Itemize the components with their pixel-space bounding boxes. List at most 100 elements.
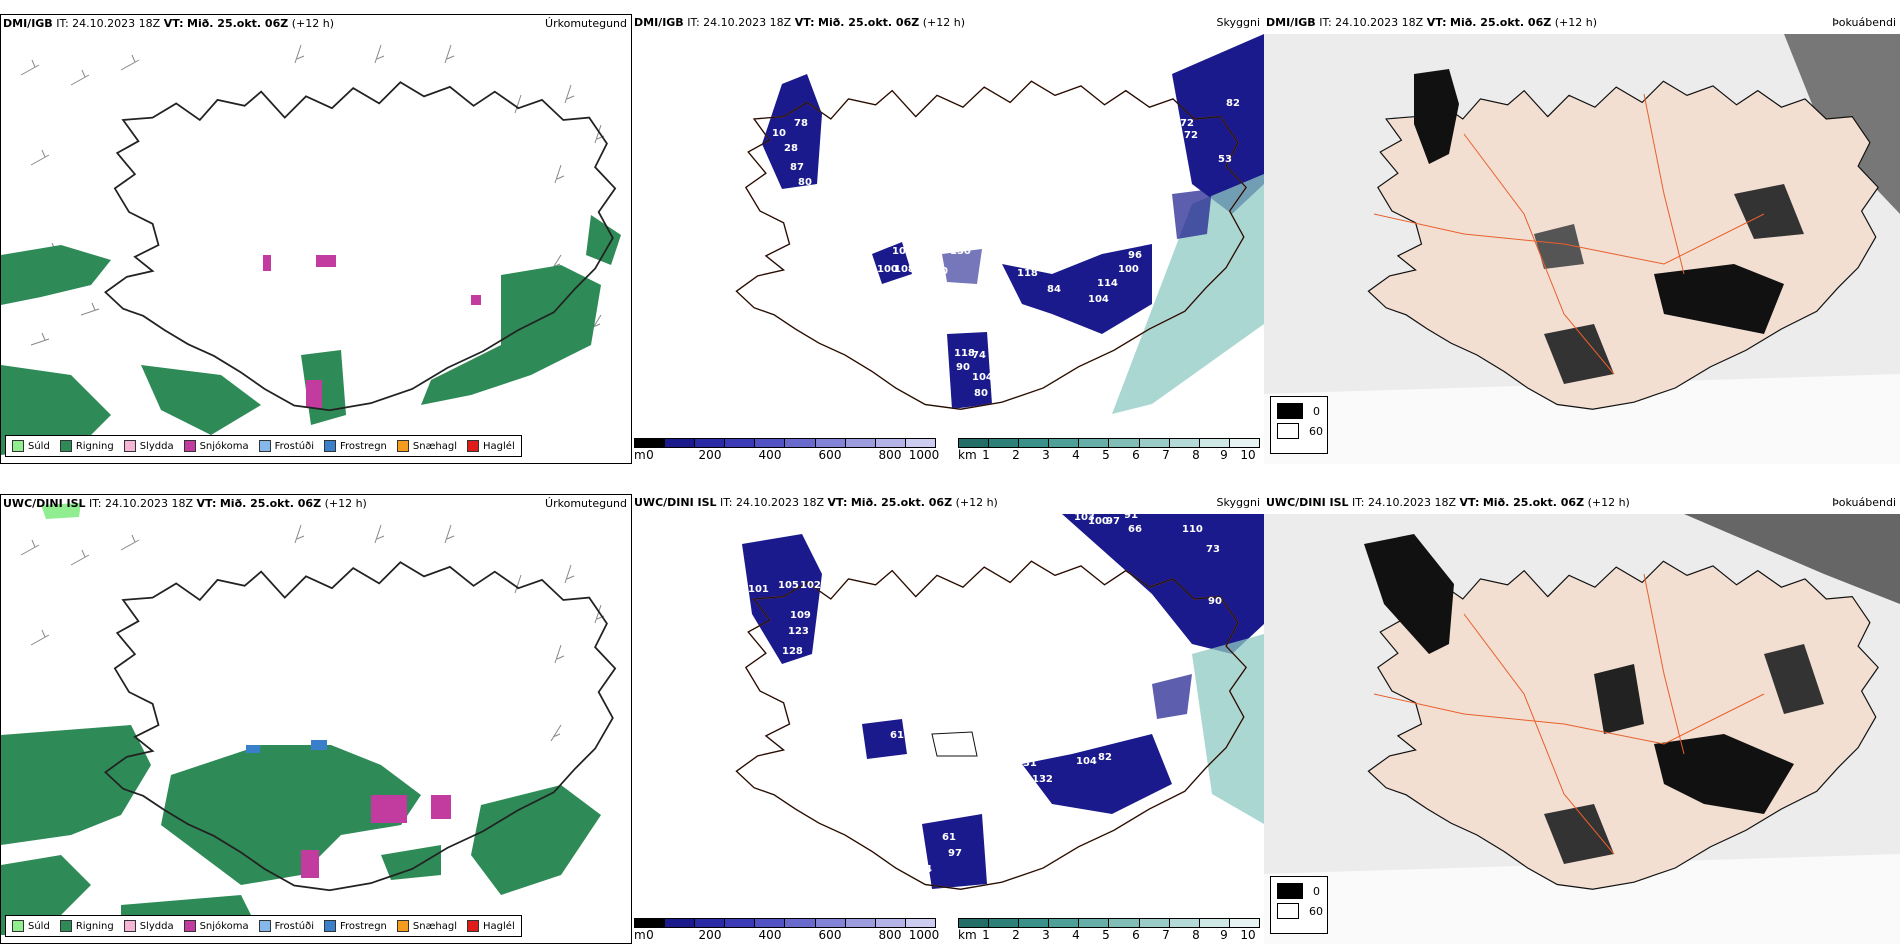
scale-step <box>905 439 935 447</box>
scale-step <box>725 439 756 447</box>
scale-step <box>845 439 876 447</box>
cloud-number: 100 <box>892 246 913 257</box>
scale-step <box>959 919 990 927</box>
rain-areas <box>1 503 601 935</box>
fog-value: 0 <box>1313 404 1320 418</box>
lead-time: (+12 h) <box>955 496 998 509</box>
cloud-number: 87 <box>790 162 804 173</box>
precip-panel-dmi: DMI/IGB IT: 24.10.2023 18Z VT: Mið. 25.o… <box>0 14 632 464</box>
scale-step <box>1079 919 1110 927</box>
cloud-number: 61 <box>942 832 956 843</box>
cloud-base-labels: m 0 200 400 600 800 1000 <box>634 448 939 462</box>
scale-tick: 1 <box>982 448 990 462</box>
legend-swatch <box>59 440 72 452</box>
valid-label: VT: <box>163 17 184 30</box>
visibility-areas <box>1062 514 1264 824</box>
scale-step <box>725 919 756 927</box>
clouds-map: 78 10 28 87 80 110 100 100 108 150 70 11… <box>735 34 1264 414</box>
init-label: IT: <box>687 16 700 29</box>
valid-label: VT: <box>827 496 848 509</box>
cloud-number: 61 <box>890 730 904 741</box>
panel-header: DMI/IGB IT: 24.10.2023 18Z VT: Mið. 25.o… <box>634 16 965 29</box>
cloud-number: 123 <box>788 626 809 637</box>
scale-tick: 5 <box>1102 448 1110 462</box>
legend-label: Haglél <box>483 440 515 452</box>
scale-tick: 400 <box>758 448 782 462</box>
visibility-labels: km 1 2 3 4 5 6 7 8 9 10 <box>958 448 1260 462</box>
scale-unit: km <box>958 928 977 942</box>
scale-step <box>875 439 906 447</box>
rain-areas <box>1 215 621 455</box>
scale-step <box>845 919 876 927</box>
scale-unit: m <box>634 448 646 462</box>
cloud-number: 101 <box>748 584 769 595</box>
cloud-number: 74 <box>918 864 932 875</box>
legend-label: Haglél <box>483 920 515 932</box>
cloud-number: 100 <box>1088 516 1109 527</box>
scale-tick: 8 <box>1192 448 1200 462</box>
panel-header: DMI/IGB IT: 24.10.2023 18Z VT: Mið. 25.o… <box>3 17 334 30</box>
model-name: DMI/IGB <box>1266 16 1316 29</box>
scale-tick: 3 <box>1042 448 1050 462</box>
legend-swatch <box>123 440 136 452</box>
cloud-number: 105 <box>778 580 799 591</box>
scale-tick: 8 <box>1192 928 1200 942</box>
fog-swatch <box>1277 403 1303 419</box>
legend-swatch <box>324 440 336 452</box>
fog-swatch <box>1277 883 1303 899</box>
cloud-number: 10 <box>772 128 786 139</box>
scale-tick: 1000 <box>908 928 940 942</box>
legend-label: Slydda <box>139 440 174 452</box>
legend-label: Slydda <box>139 920 174 932</box>
cloud-number: 114 <box>1097 278 1118 289</box>
scale-step <box>665 919 696 927</box>
scale-step <box>989 439 1020 447</box>
visibility-labels: km 1 2 3 4 5 6 7 8 9 10 <box>958 928 1260 942</box>
legend-label: Frostúði <box>274 920 314 932</box>
cloud-number: 150 <box>950 246 971 257</box>
scale-step <box>1049 439 1080 447</box>
cloud-number: 128 <box>782 646 803 657</box>
scale-tick: 1 <box>982 928 990 942</box>
cloud-number: 97 <box>1106 516 1120 527</box>
panel-header: UWC/DINI ISL IT: 24.10.2023 18Z VT: Mið.… <box>1266 496 1630 509</box>
cloud-numbers: 78 10 28 87 80 110 100 100 108 150 70 11… <box>772 98 1240 399</box>
scale-tick: 600 <box>818 448 842 462</box>
cloud-number: 104 <box>1076 756 1097 767</box>
legend-swatch <box>467 440 480 452</box>
legend-label: Frostregn <box>340 920 387 932</box>
legend-item: Frostregn <box>324 440 387 452</box>
legend-swatch <box>12 440 24 452</box>
fog-legend-row: 60 <box>1271 901 1327 921</box>
legend-item: Snæhagl <box>396 440 458 452</box>
cloud-numbers: 101 105 102 109 123 128 61 88 331 104 82… <box>748 510 1222 875</box>
scale-step <box>695 919 726 927</box>
scale-tick: 800 <box>878 928 902 942</box>
valid-time: Mið. 25.okt. 06Z <box>187 17 289 30</box>
legend-label: Snæhagl <box>412 440 458 452</box>
visibility-colorbar <box>958 438 1260 448</box>
scale-tick: 200 <box>698 448 722 462</box>
visibility-scale: km 1 2 3 4 5 6 7 8 9 10 <box>958 918 1260 942</box>
scale-tick: 0 <box>646 928 654 942</box>
legend-item: Frostregn <box>324 920 387 932</box>
valid-time: Mið. 25.okt. 06Z <box>818 16 920 29</box>
scale-step <box>1109 919 1140 927</box>
fog-areas <box>1364 534 1824 864</box>
legend-swatch <box>258 920 271 932</box>
precip-legend: Súld Rigning Slydda Snjókoma Frostúði Fr… <box>5 435 522 457</box>
cloud-number: 90 <box>1208 596 1222 607</box>
roads <box>1373 93 1765 375</box>
cloud-base-colorbar <box>634 438 936 448</box>
legend-item: Slydda <box>123 440 174 452</box>
cloud-number: 53 <box>1218 154 1232 165</box>
valid-time: Mið. 25.okt. 06Z <box>1450 16 1552 29</box>
panel-header: UWC/DINI ISL IT: 24.10.2023 18Z VT: Mið.… <box>634 496 998 509</box>
roads <box>1373 573 1765 855</box>
scale-tick: 9 <box>1220 928 1228 942</box>
scale-step <box>1229 439 1259 447</box>
cloud-number: 132 <box>1032 774 1053 785</box>
legend-label: Frostregn <box>340 440 387 452</box>
cloud-number: 74 <box>972 350 986 361</box>
cloud-number: 88 <box>946 722 960 733</box>
